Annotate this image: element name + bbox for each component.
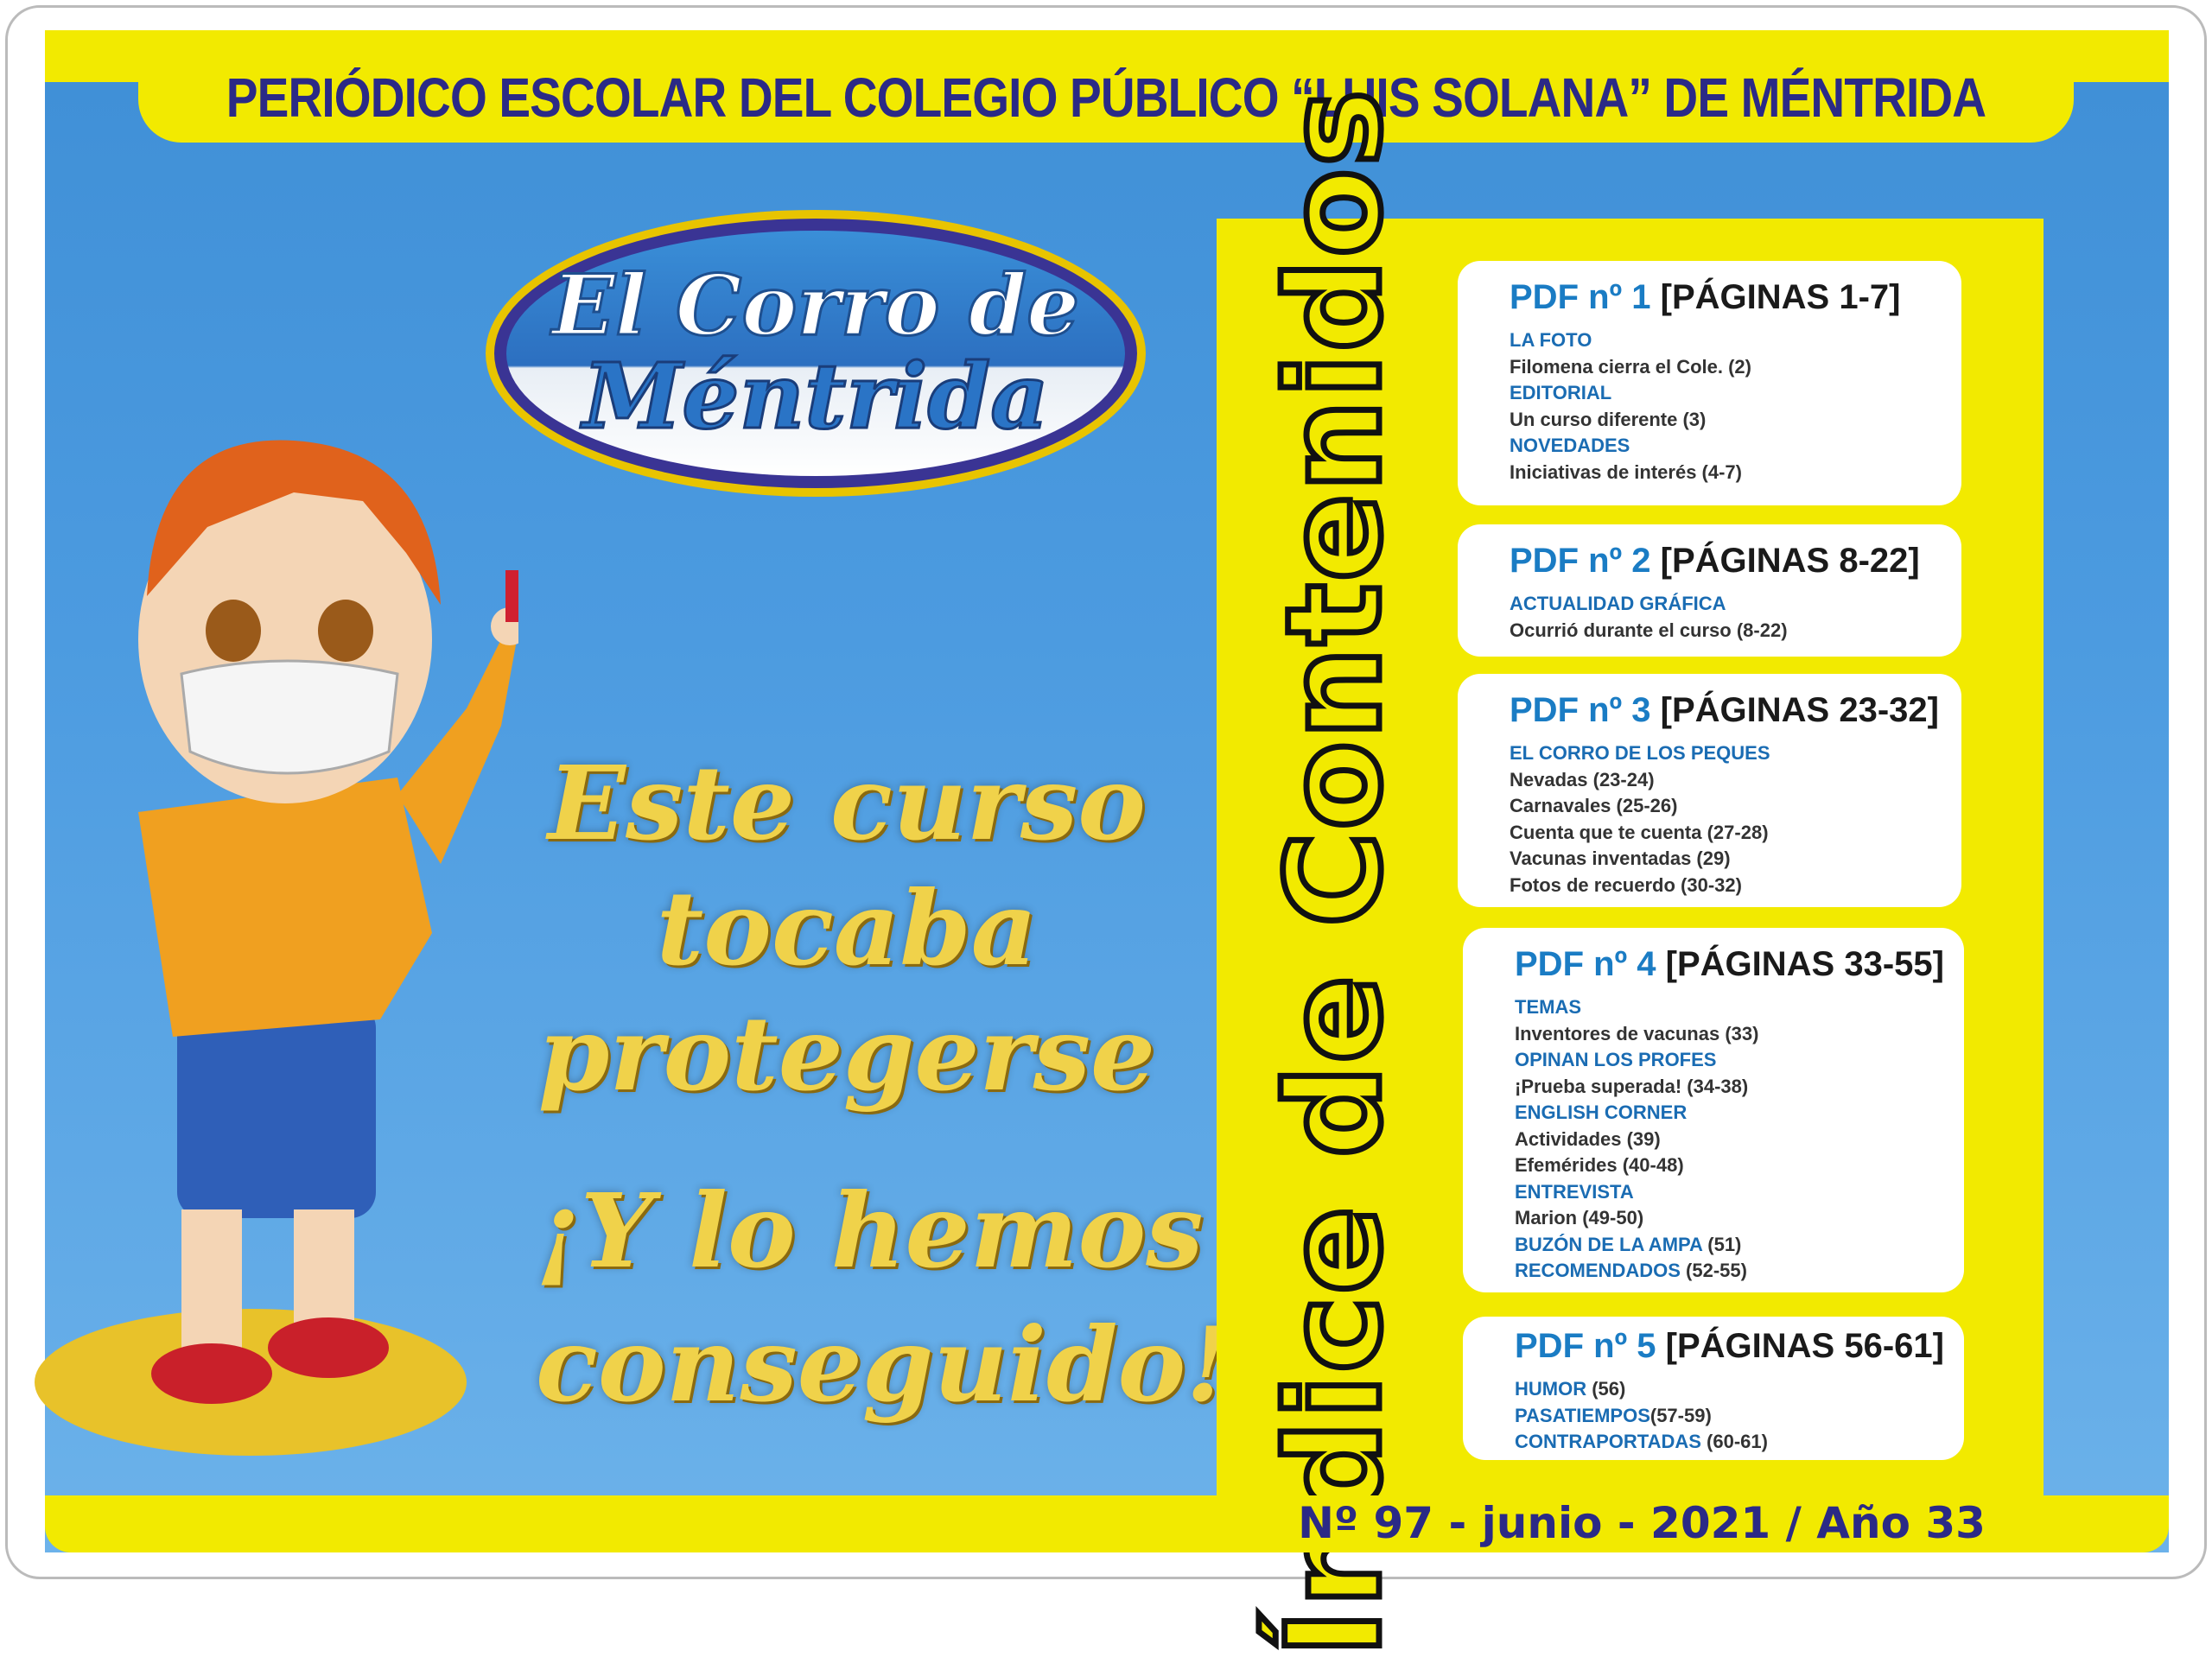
section-label: EL CORRO DE LOS PEQUES [1510, 742, 1770, 764]
section-label: RECOMENDADOS [1515, 1260, 1681, 1281]
index-line: NOVEDADES [1510, 433, 1961, 460]
section-label: CONTRAPORTADAS [1515, 1431, 1701, 1452]
header-banner: PERIÓDICO ESCOLAR DEL COLEGIO PÚBLICO “L… [138, 52, 2074, 143]
bottom-band [45, 1495, 2169, 1552]
article-entry: (51) [1702, 1233, 1742, 1255]
section-label: ACTUALIDAD GRÁFICA [1510, 593, 1726, 614]
index-line: ENTREVISTA [1515, 1179, 1964, 1206]
pdf-number: PDF nº 2 [1510, 542, 1651, 580]
article-entry: Efemérides (40-48) [1515, 1154, 1684, 1176]
index-line: RECOMENDADOS (52-55) [1515, 1258, 1964, 1285]
pdf-number: PDF nº 1 [1510, 278, 1651, 316]
page-frame [5, 5, 2207, 1579]
section-heading: PDF nº 1 [PÁGINAS 1-7] [1510, 278, 1961, 317]
index-line: Carnavales (25-26) [1510, 793, 1961, 820]
article-entry: (60-61) [1700, 1431, 1768, 1452]
page-range: [PÁGINAS 23-32] [1660, 691, 1939, 729]
index-line: Actividades (39) [1515, 1127, 1964, 1153]
section-label: NOVEDADES [1510, 435, 1630, 456]
article-entry: Marion (49-50) [1515, 1207, 1644, 1228]
article-entry: (56) [1586, 1378, 1626, 1400]
article-entry: Un curso diferente (3) [1510, 408, 1707, 430]
index-line: CONTRAPORTADAS (60-61) [1515, 1429, 1964, 1456]
index-line: Iniciativas de interés (4-7) [1510, 460, 1961, 486]
section-heading: PDF nº 4 [PÁGINAS 33-55] [1515, 945, 1964, 984]
index-line: EDITORIAL [1510, 380, 1961, 407]
index-line: Cuenta que te cuenta (27-28) [1510, 820, 1961, 847]
section-label: PASATIEMPOS [1515, 1404, 1650, 1426]
logo-line1: El Corro de [550, 257, 1079, 354]
index-line: OPINAN LOS PROFES [1515, 1047, 1964, 1074]
section-label: LA FOTO [1510, 329, 1592, 351]
index-line: Un curso diferente (3) [1510, 407, 1961, 434]
section-label: ENGLISH CORNER [1515, 1101, 1688, 1123]
index-line: LA FOTO [1510, 327, 1961, 354]
section-label: ENTREVISTA [1515, 1180, 1634, 1203]
index-line: HUMOR (56) [1515, 1376, 1964, 1403]
page-range: [PÁGINAS 56-61] [1665, 1327, 1944, 1365]
slogan-line-1: Este curso [548, 743, 1146, 863]
pdf-number: PDF nº 4 [1515, 945, 1656, 983]
logo-line2: Méntrida [580, 343, 1048, 449]
article-entry: (52-55) [1680, 1260, 1747, 1281]
index-section-4[interactable]: PDF nº 4 [PÁGINAS 33-55] TEMAS Inventores … [1463, 928, 1964, 1292]
header-title: PERIÓDICO ESCOLAR DEL COLEGIO PÚBLICO “L… [226, 66, 1986, 129]
article-entry: Inventores de vacunas (33) [1515, 1022, 1759, 1044]
index-line: PASATIEMPOS(57-59) [1515, 1403, 1964, 1430]
index-line: ENGLISH CORNER [1515, 1100, 1964, 1127]
page-range: [PÁGINAS 33-55] [1665, 945, 1944, 983]
issue-info: Nº 97 - junio - 2021 / Año 33 [1298, 1498, 1986, 1548]
section-label: OPINAN LOS PROFES [1515, 1049, 1717, 1070]
section-label: TEMAS [1515, 996, 1581, 1018]
index-section-5[interactable]: PDF nº 5 [PÁGINAS 56-61] HUMOR (56) PASATI… [1463, 1317, 1964, 1460]
index-line: Fotos de recuerdo (30-32) [1510, 873, 1961, 899]
article-entry: Filomena cierra el Cole. (2) [1510, 355, 1751, 378]
article-entry: Actividades (39) [1515, 1127, 1661, 1150]
boy-character-illustration [35, 440, 518, 1456]
page-range: [PÁGINAS 8-22] [1660, 542, 1920, 580]
page-range: [PÁGINAS 1-7] [1660, 278, 1901, 316]
index-line: TEMAS [1515, 994, 1964, 1021]
index-line: ¡Prueba superada! (34-38) [1515, 1074, 1964, 1101]
article-entry: Nevadas (23-24) [1510, 768, 1655, 790]
index-line: ACTUALIDAD GRÁFICA [1510, 591, 1961, 618]
article-entry: Ocurrió durante el curso (8-22) [1510, 619, 1788, 641]
article-entry: Iniciativas de interés (4-7) [1510, 460, 1742, 483]
index-line: BUZÓN DE LA AMPA (51) [1515, 1232, 1964, 1259]
article-entry: Fotos de recuerdo (30-32) [1510, 873, 1742, 896]
logo: El Corro de Méntrida [486, 210, 1146, 497]
index-line: Marion (49-50) [1515, 1205, 1964, 1232]
section-label: HUMOR [1515, 1378, 1587, 1400]
index-line: Filomena cierra el Cole. (2) [1510, 354, 1961, 381]
article-entry: ¡Prueba superada! (34-38) [1515, 1075, 1749, 1097]
article-entry: Carnavales (25-26) [1510, 795, 1678, 816]
index-section-1[interactable]: PDF nº 1 [PÁGINAS 1-7] LA FOTO Filomena ci… [1458, 261, 1961, 505]
section-heading: PDF nº 5 [PÁGINAS 56-61] [1515, 1327, 1964, 1366]
slogan-line-5: conseguido! [536, 1305, 1230, 1425]
article-entry: (57-59) [1649, 1404, 1712, 1426]
section-label: EDITORIAL [1510, 382, 1612, 403]
section-heading: PDF nº 2 [PÁGINAS 8-22] [1510, 542, 1961, 581]
index-line: Inventores de vacunas (33) [1515, 1021, 1964, 1048]
index-line: Efemérides (40-48) [1515, 1152, 1964, 1179]
index-line: EL CORRO DE LOS PEQUES [1510, 740, 1961, 767]
index-line: Vacunas inventadas (29) [1510, 846, 1961, 873]
article-entry: Cuenta que te cuenta (27-28) [1510, 821, 1769, 843]
index-line: Nevadas (23-24) [1510, 767, 1961, 794]
slogan-line-2: tocaba [656, 868, 1038, 988]
article-entry: Vacunas inventadas (29) [1510, 848, 1731, 869]
slogan-line-3: protegerse [537, 994, 1156, 1114]
slogan-line-4: ¡Y lo hemos [536, 1171, 1204, 1291]
pdf-number: PDF nº 3 [1510, 691, 1651, 729]
section-heading: PDF nº 3 [PÁGINAS 23-32] [1510, 691, 1961, 730]
index-section-3[interactable]: PDF nº 3 [PÁGINAS 23-32] EL CORRO DE LOS … [1458, 674, 1961, 907]
section-label: BUZÓN DE LA AMPA [1515, 1233, 1703, 1255]
index-title: Índice de Contenidos [1257, 85, 1414, 1657]
index-section-2[interactable]: PDF nº 2 [PÁGINAS 8-22] ACTUALIDAD GRÁFIC… [1458, 524, 1961, 657]
pdf-number: PDF nº 5 [1515, 1327, 1656, 1365]
index-line: Ocurrió durante el curso (8-22) [1510, 618, 1961, 644]
